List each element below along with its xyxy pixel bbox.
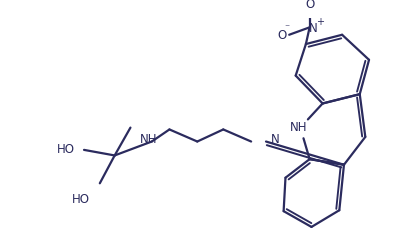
Text: NH: NH [140, 133, 157, 146]
Text: O: O [276, 29, 286, 42]
Text: +: + [315, 17, 323, 27]
Text: O: O [304, 0, 314, 11]
Text: HO: HO [56, 143, 74, 156]
Text: N: N [308, 22, 317, 35]
Text: N: N [270, 133, 279, 146]
Text: NH: NH [289, 121, 306, 134]
Text: HO: HO [72, 193, 90, 206]
Text: ⁻: ⁻ [283, 23, 288, 33]
